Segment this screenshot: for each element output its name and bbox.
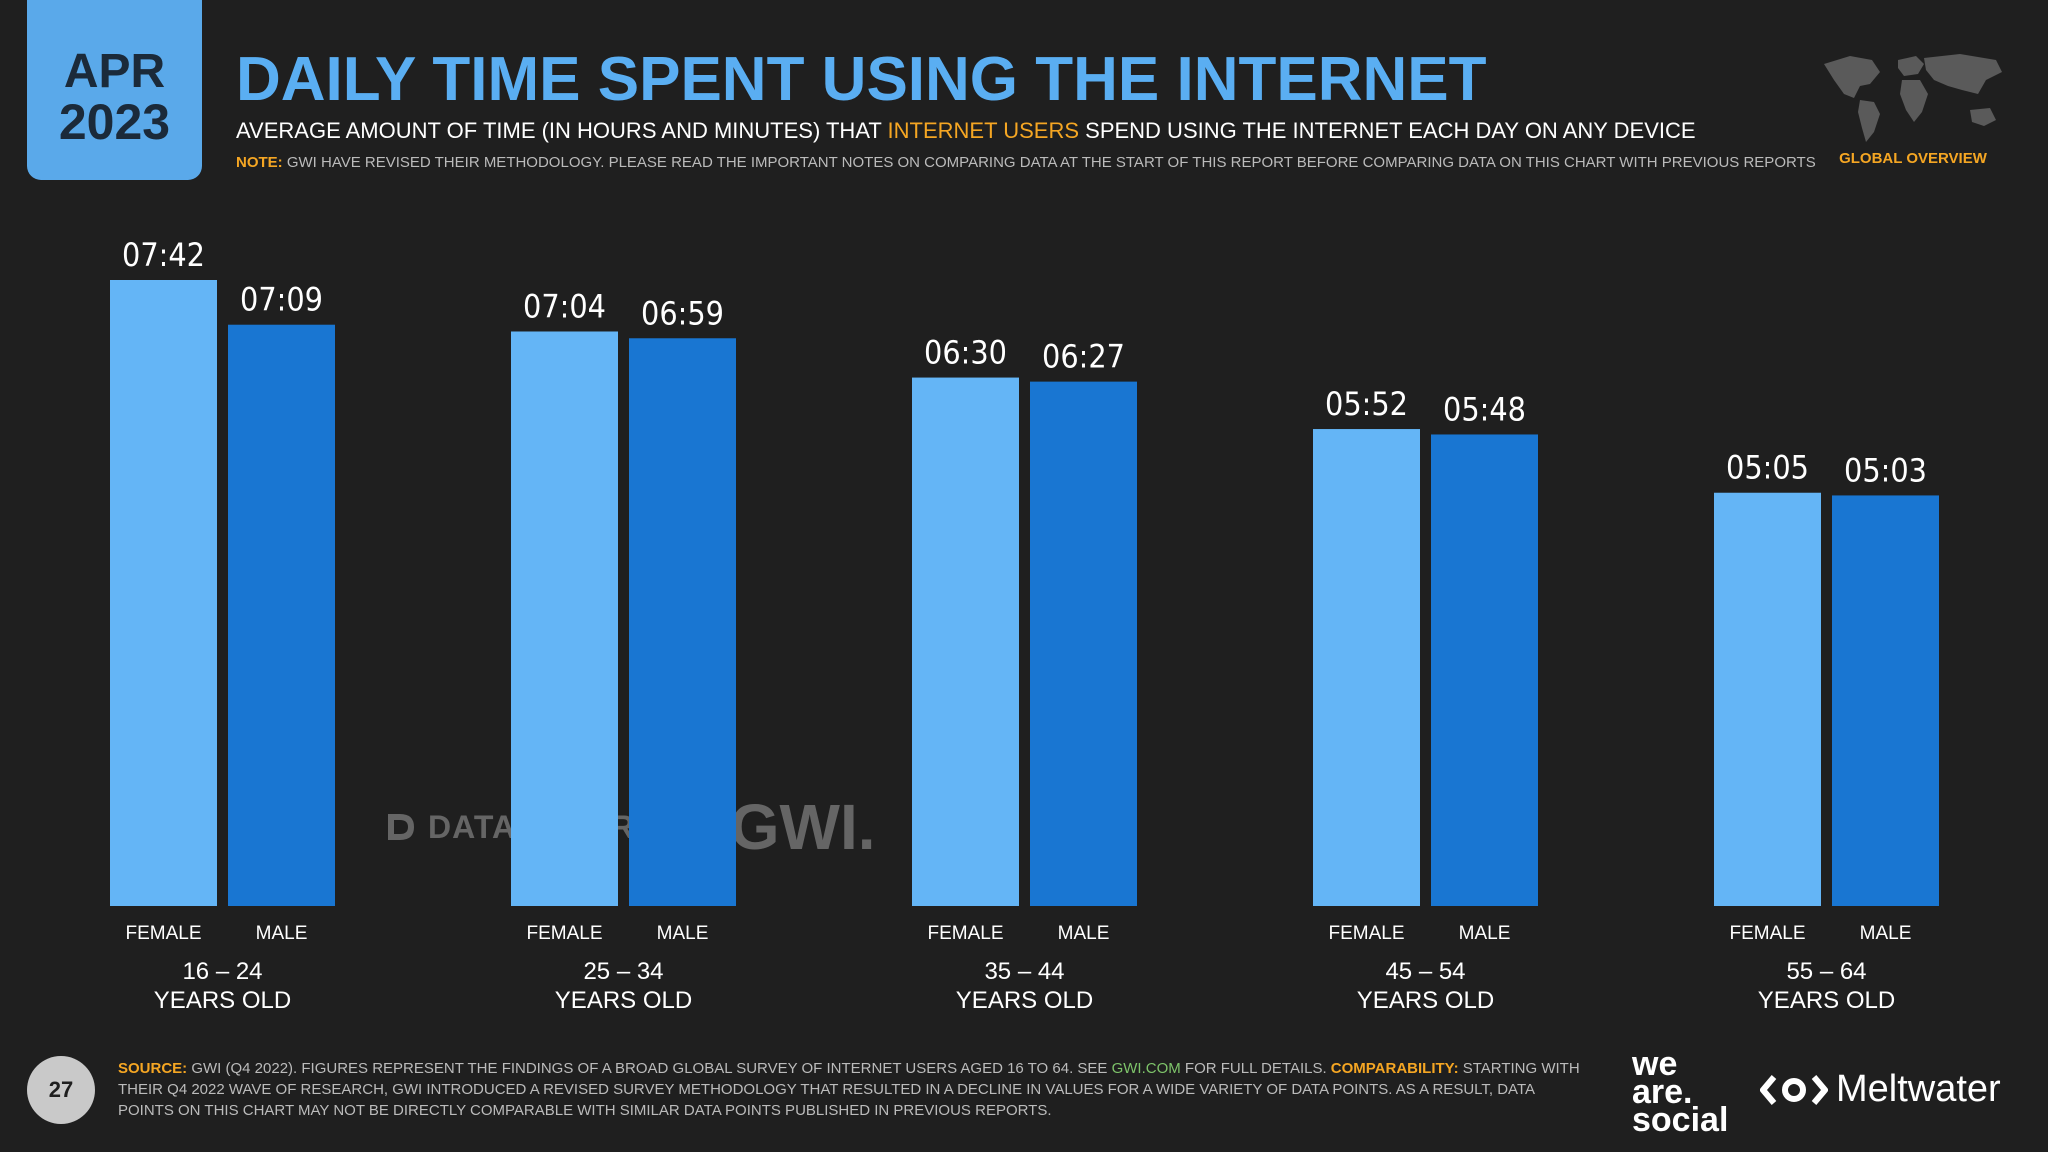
- data-label-male-4: 05:03: [1844, 451, 1927, 489]
- subtitle-pre: AVERAGE AMOUNT OF TIME (IN HOURS AND MIN…: [236, 118, 888, 143]
- datareportal-logo-icon: [388, 814, 414, 840]
- series-label-female-3: FEMALE: [1328, 923, 1404, 944]
- comparability-label: COMPARABILITY:: [1330, 1060, 1459, 1077]
- series-label-female-1: FEMALE: [526, 923, 602, 944]
- bar-female-0: [110, 280, 217, 906]
- methodology-note: NOTE: GWI HAVE REVISED THEIR METHODOLOGY…: [236, 154, 1816, 171]
- bar-male-0: [228, 324, 335, 906]
- data-label-female-4: 05:05: [1726, 449, 1809, 487]
- we-are-social-social: social: [1632, 1101, 1729, 1139]
- series-label-male-1: MALE: [657, 923, 709, 944]
- global-overview-label: GLOBAL OVERVIEW: [1839, 150, 1987, 167]
- category-suffix-1: YEARS OLD: [555, 987, 692, 1014]
- note-label: NOTE:: [236, 154, 283, 171]
- source-text-1: GWI (Q4 2022). FIGURES REPRESENT THE FIN…: [187, 1060, 1112, 1077]
- source-text-2: FOR FULL DETAILS.: [1180, 1060, 1331, 1077]
- category-label-3: 45 – 54: [1385, 958, 1465, 985]
- subtitle-highlight: INTERNET USERS: [887, 118, 1080, 143]
- comparability-text: STARTING WITH THEIR Q4 2022 WAVE OF RESE…: [118, 1060, 1580, 1119]
- meltwater-wordmark: Meltwater: [1836, 1068, 2001, 1110]
- page-subtitle: AVERAGE AMOUNT OF TIME (IN HOURS AND MIN…: [236, 118, 1696, 144]
- gwi-wordmark: GWI.: [729, 791, 876, 863]
- bar-female-4: [1714, 492, 1821, 906]
- page-number: 27: [27, 1056, 95, 1124]
- category-suffix-4: YEARS OLD: [1758, 987, 1895, 1014]
- series-label-male-4: MALE: [1860, 923, 1912, 944]
- subtitle-post: SPEND USING THE INTERNET EACH DAY ON ANY…: [1079, 118, 1696, 143]
- bar-female-3: [1313, 429, 1420, 906]
- we-are-social-we: we: [1632, 1045, 1678, 1083]
- series-label-male-3: MALE: [1459, 923, 1511, 944]
- category-label-2: 35 – 44: [984, 958, 1064, 985]
- page-title: DAILY TIME SPENT USING THE INTERNET: [236, 45, 1487, 114]
- series-label-female-0: FEMALE: [125, 923, 201, 944]
- category-suffix-0: YEARS OLD: [154, 987, 291, 1014]
- series-label-female-2: FEMALE: [927, 923, 1003, 944]
- bar-male-4: [1832, 495, 1939, 906]
- date-month: APR: [63, 45, 166, 98]
- meltwater-logo: Meltwater: [1760, 1068, 2001, 1111]
- source-label: SOURCE:: [118, 1060, 188, 1077]
- data-label-male-3: 05:48: [1443, 390, 1526, 428]
- date-year: 2023: [58, 94, 171, 150]
- we-are-social-logo: we are. social: [1632, 1045, 1729, 1139]
- category-label-1: 25 – 34: [583, 958, 663, 985]
- source-footer: SOURCE: GWI (Q4 2022). FIGURES REPRESENT…: [118, 1058, 1588, 1121]
- data-label-male-2: 06:27: [1042, 338, 1125, 376]
- data-label-male-1: 06:59: [641, 294, 724, 332]
- bar-female-2: [912, 377, 1019, 906]
- meltwater-mark-icon: [1760, 1074, 1828, 1105]
- bar-male-1: [629, 338, 736, 907]
- bar-female-1: [511, 331, 618, 907]
- bar-male-3: [1431, 434, 1538, 906]
- category-label-0: 16 – 24: [182, 958, 262, 985]
- bar-male-2: [1030, 381, 1137, 906]
- source-link[interactable]: GWI.COM: [1111, 1060, 1181, 1077]
- data-label-female-0: 07:42: [122, 236, 205, 274]
- series-label-female-4: FEMALE: [1729, 923, 1805, 944]
- we-are-social-are: are.: [1632, 1073, 1693, 1111]
- category-suffix-2: YEARS OLD: [956, 987, 1093, 1014]
- note-text: GWI HAVE REVISED THEIR METHODOLOGY. PLEA…: [282, 154, 1816, 171]
- data-label-female-1: 07:04: [523, 287, 606, 325]
- series-label-male-0: MALE: [256, 923, 308, 944]
- category-label-4: 55 – 64: [1786, 958, 1866, 985]
- data-label-female-2: 06:30: [924, 334, 1007, 372]
- data-label-male-0: 07:09: [240, 281, 323, 319]
- world-map-icon: [1824, 54, 2002, 142]
- series-label-male-2: MALE: [1058, 923, 1110, 944]
- date-badge: APR 2023: [27, 0, 202, 180]
- data-label-female-3: 05:52: [1325, 385, 1408, 423]
- category-suffix-3: YEARS OLD: [1357, 987, 1494, 1014]
